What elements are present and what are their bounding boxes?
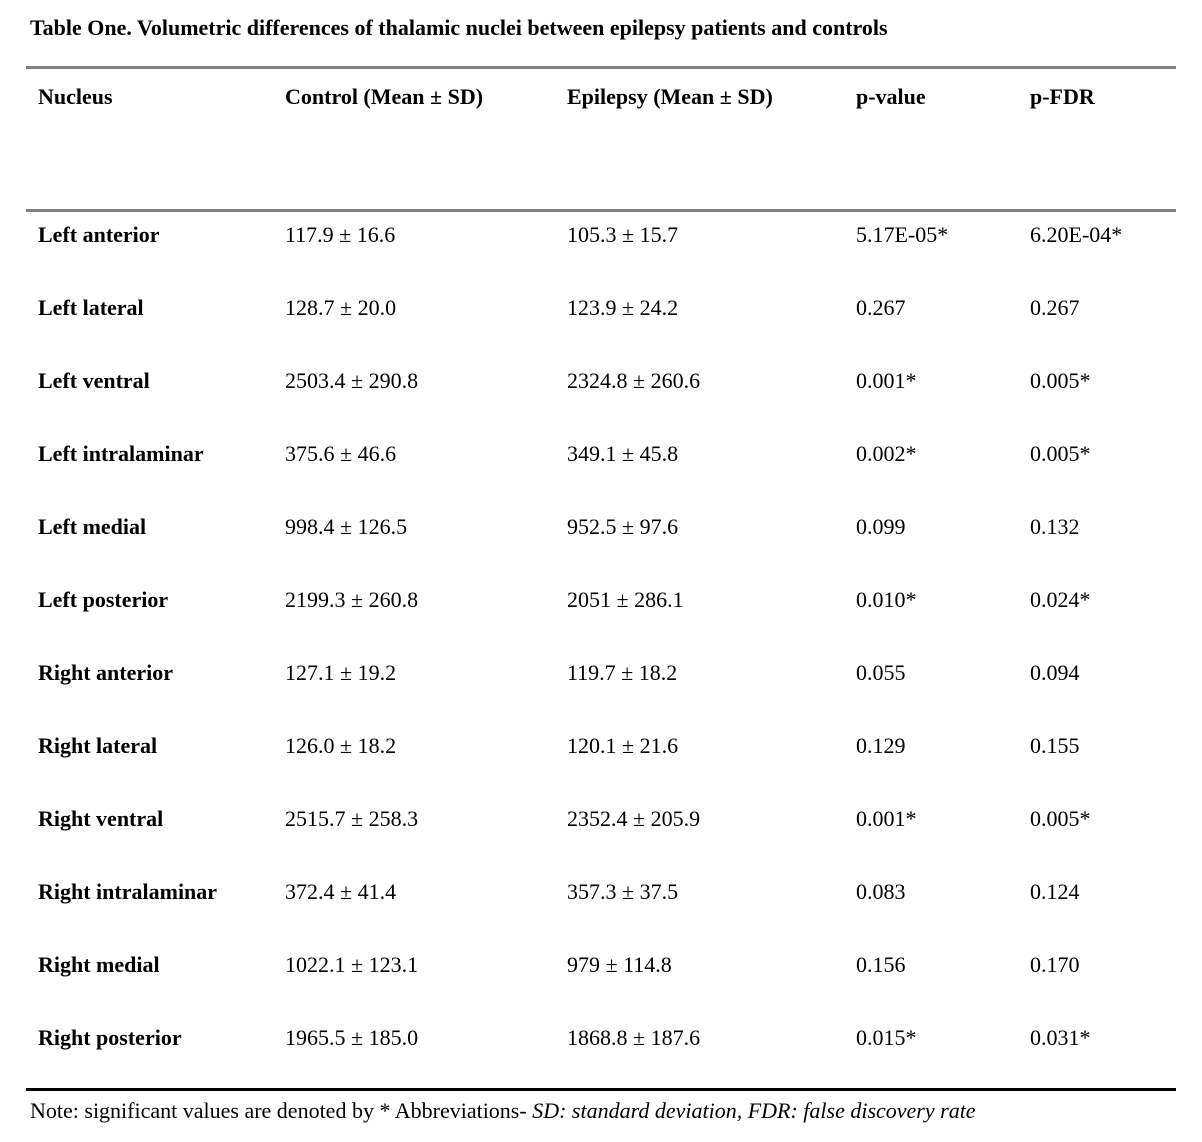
cell-p-fdr: 0.005* [1030,368,1091,393]
cell-control: 127.1 ± 19.2 [285,660,397,685]
cell-p-value: 0.099 [856,514,906,539]
table-row: Left posterior 2199.3 ± 260.8 2051 ± 286… [26,577,1176,650]
cell-p-value: 0.055 [856,660,906,685]
cell-control: 372.4 ± 41.4 [285,879,397,904]
table-row: Left anterior 117.9 ± 16.6 105.3 ± 15.7 … [26,212,1176,285]
cell-p-fdr: 0.267 [1030,295,1080,320]
cell-p-fdr: 0.024* [1030,587,1091,612]
cell-p-fdr: 6.20E-04* [1030,222,1123,247]
cell-p-value: 0.129 [856,733,906,758]
cell-epilepsy: 123.9 ± 24.2 [567,295,679,320]
cell-epilepsy: 349.1 ± 45.8 [567,441,679,466]
top-rule [26,66,1176,69]
cell-epilepsy: 1868.8 ± 187.6 [567,1025,701,1050]
table-row: Right intralaminar 372.4 ± 41.4 357.3 ± … [26,869,1176,942]
cell-p-value: 0.001* [856,368,917,393]
cell-epilepsy: 105.3 ± 15.7 [567,222,679,247]
table-row: Left medial 998.4 ± 126.5 952.5 ± 97.6 0… [26,504,1176,577]
cell-control: 1965.5 ± 185.0 [285,1025,419,1050]
cell-nucleus: Right anterior [38,660,174,685]
cell-nucleus: Left intralaminar [38,441,204,466]
cell-nucleus: Left anterior [38,222,160,247]
column-header-p-value: p-value [856,84,926,109]
cell-p-value: 0.083 [856,879,906,904]
cell-control: 2199.3 ± 260.8 [285,587,419,612]
cell-nucleus: Left lateral [38,295,144,320]
cell-nucleus: Left posterior [38,587,169,612]
table-title: Table One. Volumetric differences of tha… [30,15,888,40]
cell-epilepsy: 2324.8 ± 260.6 [567,368,701,393]
column-header-nucleus: Nucleus [38,84,113,109]
cell-p-fdr: 0.132 [1030,514,1080,539]
cell-control: 998.4 ± 126.5 [285,514,408,539]
cell-epilepsy: 357.3 ± 37.5 [567,879,679,904]
cell-control: 128.7 ± 20.0 [285,295,397,320]
table-row: Right medial 1022.1 ± 123.1 979 ± 114.8 … [26,942,1176,1015]
footnote-regular-text: Note: significant values are denoted by … [30,1098,533,1123]
table-row: Left lateral 128.7 ± 20.0 123.9 ± 24.2 0… [26,285,1176,358]
cell-nucleus: Right intralaminar [38,879,218,904]
cell-p-fdr: 0.170 [1030,952,1080,977]
cell-p-fdr: 0.124 [1030,879,1080,904]
table-row: Right anterior 127.1 ± 19.2 119.7 ± 18.2… [26,650,1176,723]
cell-p-value: 0.156 [856,952,906,977]
cell-nucleus: Left medial [38,514,147,539]
cell-p-value: 0.010* [856,587,917,612]
cell-epilepsy: 2352.4 ± 205.9 [567,806,701,831]
cell-p-fdr: 0.094 [1030,660,1080,685]
table-row: Right posterior 1965.5 ± 185.0 1868.8 ± … [26,1015,1176,1088]
cell-p-value: 5.17E-05* [856,222,949,247]
cell-epilepsy: 979 ± 114.8 [567,952,672,977]
cell-epilepsy: 120.1 ± 21.6 [567,733,679,758]
cell-nucleus: Right lateral [38,733,158,758]
cell-epilepsy: 952.5 ± 97.6 [567,514,679,539]
column-header-p-fdr: p-FDR [1030,84,1095,109]
footnote: Note: significant values are denoted by … [0,1091,1202,1125]
cell-p-fdr: 0.155 [1030,733,1080,758]
cell-control: 117.9 ± 16.6 [285,222,396,247]
cell-p-value: 0.002* [856,441,917,466]
table-header-row: Nucleus Control (Mean ± SD) Epilepsy (Me… [26,69,1176,209]
cell-p-fdr: 0.031* [1030,1025,1091,1050]
cell-control: 2503.4 ± 290.8 [285,368,419,393]
cell-nucleus: Right posterior [38,1025,182,1050]
column-header-control: Control (Mean ± SD) [285,84,484,109]
table-row: Left ventral 2503.4 ± 290.8 2324.8 ± 260… [26,358,1176,431]
cell-p-fdr: 0.005* [1030,441,1091,466]
cell-p-fdr: 0.005* [1030,806,1091,831]
cell-control: 126.0 ± 18.2 [285,733,397,758]
cell-nucleus: Right medial [38,952,160,977]
cell-nucleus: Right ventral [38,806,164,831]
cell-p-value: 0.001* [856,806,917,831]
table-row: Right lateral 126.0 ± 18.2 120.1 ± 21.6 … [26,723,1176,796]
cell-nucleus: Left ventral [38,368,150,393]
bottom-rule [26,1088,1176,1091]
cell-epilepsy: 2051 ± 286.1 [567,587,684,612]
table-row: Left intralaminar 375.6 ± 46.6 349.1 ± 4… [26,431,1176,504]
cell-p-value: 0.267 [856,295,906,320]
cell-control: 1022.1 ± 123.1 [285,952,419,977]
cell-control: 2515.7 ± 258.3 [285,806,419,831]
table-row: Right ventral 2515.7 ± 258.3 2352.4 ± 20… [26,796,1176,869]
cell-epilepsy: 119.7 ± 18.2 [567,660,678,685]
cell-p-value: 0.015* [856,1025,917,1050]
column-header-epilepsy: Epilepsy (Mean ± SD) [567,84,773,109]
table-body: Left anterior 117.9 ± 16.6 105.3 ± 15.7 … [0,212,1202,1088]
cell-control: 375.6 ± 46.6 [285,441,397,466]
footnote-abbreviations-text: SD: standard deviation, FDR: false disco… [532,1098,976,1123]
header-separator-rule [26,209,1176,212]
